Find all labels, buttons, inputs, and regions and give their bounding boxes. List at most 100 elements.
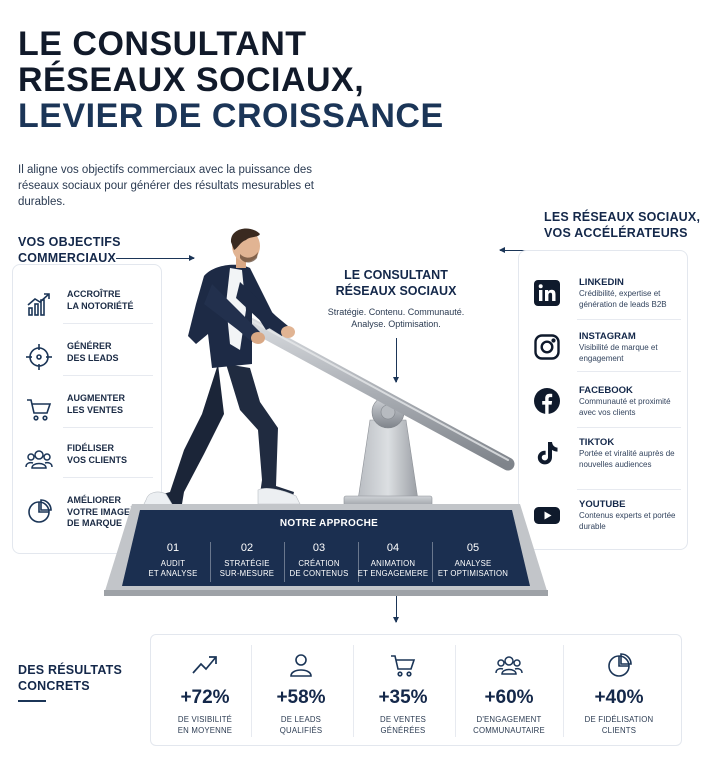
tiktok-icon bbox=[533, 439, 561, 467]
divider bbox=[577, 489, 681, 490]
step-label-line-1: ANALYSE bbox=[434, 559, 512, 569]
results-panel: +72% DE VISIBILITÉ EN MOYENNE +58% DE LE… bbox=[150, 634, 682, 746]
result-label: DE LEADS QUALIFIÉS bbox=[249, 714, 353, 736]
result-label: DE VENTES GÉNÉRÉES bbox=[351, 714, 455, 736]
result-label-line-1: DE LEADS bbox=[249, 714, 353, 725]
target-icon bbox=[25, 343, 53, 371]
title-line-2: RÉSEAUX SOCIAUX, bbox=[18, 62, 478, 98]
approach-title: NOTRE APPROCHE bbox=[174, 518, 484, 529]
users-icon bbox=[495, 651, 523, 679]
consultant-arrow bbox=[396, 338, 397, 382]
trend-up-icon bbox=[191, 651, 219, 679]
network-desc: Communauté et proximité avec vos clients bbox=[579, 397, 685, 418]
result-label: D'ENGAGEMENT COMMUNAUTAIRE bbox=[457, 714, 561, 736]
network-name: FACEBOOK bbox=[579, 385, 633, 396]
result-item-ventes: +35% DE VENTES GÉNÉRÉES bbox=[351, 635, 455, 747]
step-label-line-1: STRATÉGIE bbox=[208, 559, 286, 569]
network-desc: Portée et viralité auprès de nouvelles a… bbox=[579, 449, 685, 470]
networks-title-line-2: VOS ACCÉLÉRATEURS bbox=[544, 225, 700, 241]
users-icon bbox=[25, 445, 53, 473]
result-label-line-2: QUALIFIÉS bbox=[249, 725, 353, 736]
step-label-line-1: CRÉATION bbox=[280, 559, 358, 569]
result-value: +60% bbox=[457, 687, 561, 709]
step-label-line-2: ET ENGAGEMERE bbox=[354, 569, 432, 579]
approach-step-5: 05 ANALYSE ET OPTIMISATION bbox=[434, 542, 512, 579]
step-label: ANALYSE ET OPTIMISATION bbox=[434, 559, 512, 579]
consultant-title: LE CONSULTANT RÉSEAUX SOCIAUX bbox=[316, 268, 476, 299]
networks-title: LES RÉSEAUX SOCIAUX, VOS ACCÉLÉRATEURS bbox=[544, 209, 700, 241]
growth-chart-icon bbox=[25, 291, 53, 319]
step-label: ANIMATION ET ENGAGEMERE bbox=[354, 559, 432, 579]
step-divider bbox=[432, 542, 433, 582]
network-item-instagram: INSTAGRAM Visibilité de marque et engage… bbox=[519, 331, 689, 383]
user-icon bbox=[287, 651, 315, 679]
result-label-line-2: EN MOYENNE bbox=[153, 725, 257, 736]
cart-icon bbox=[25, 395, 53, 423]
result-item-leads: +58% DE LEADS QUALIFIÉS bbox=[249, 635, 353, 747]
result-item-engagement: +60% D'ENGAGEMENT COMMUNAUTAIRE bbox=[457, 635, 561, 747]
step-label-line-2: DE CONTENUS bbox=[280, 569, 358, 579]
result-divider bbox=[455, 645, 456, 737]
step-label-line-1: AUDIT bbox=[134, 559, 212, 569]
facebook-icon bbox=[533, 387, 561, 415]
results-arrow bbox=[396, 596, 397, 622]
approach-step-2: 02 STRATÉGIE SUR-MESURE bbox=[208, 542, 286, 579]
step-label-line-2: SUR-MESURE bbox=[208, 569, 286, 579]
results-title-underline bbox=[18, 700, 46, 702]
result-value: +58% bbox=[249, 687, 353, 709]
intro-text: Il aligne vos objectifs commerciaux avec… bbox=[18, 162, 318, 210]
network-item-facebook: FACEBOOK Communauté et proximité avec vo… bbox=[519, 385, 689, 437]
results-title: DES RÉSULTATS CONCRETS bbox=[18, 662, 122, 694]
step-label-line-2: ET OPTIMISATION bbox=[434, 569, 512, 579]
result-label-line-1: DE VENTES bbox=[351, 714, 455, 725]
step-label: CRÉATION DE CONTENUS bbox=[280, 559, 358, 579]
network-name: TIKTOK bbox=[579, 437, 614, 448]
result-label-line-1: D'ENGAGEMENT bbox=[457, 714, 561, 725]
result-item-visibilite: +72% DE VISIBILITÉ EN MOYENNE bbox=[153, 635, 257, 747]
results-title-line-2: CONCRETS bbox=[18, 678, 122, 694]
results-title-line-1: DES RÉSULTATS bbox=[18, 662, 122, 678]
result-label-line-1: DE FIDÉLISATION bbox=[567, 714, 671, 725]
consultant-subtitle: Stratégie. Contenu. Communauté. Analyse.… bbox=[316, 306, 476, 330]
networks-title-line-1: LES RÉSEAUX SOCIAUX, bbox=[544, 209, 700, 225]
step-number: 05 bbox=[434, 542, 512, 555]
consultant-block: LE CONSULTANT RÉSEAUX SOCIAUX Stratégie.… bbox=[316, 268, 476, 330]
network-item-linkedin: LINKEDIN Crédibilité, expertise et génér… bbox=[519, 277, 689, 329]
title-line-1: LE CONSULTANT bbox=[18, 26, 478, 62]
consultant-title-line-1: LE CONSULTANT bbox=[316, 268, 476, 284]
consultant-subtitle-line-1: Stratégie. Contenu. Communauté. bbox=[316, 306, 476, 318]
pie-chart-icon bbox=[25, 497, 53, 525]
result-value: +72% bbox=[153, 687, 257, 709]
step-number: 01 bbox=[134, 542, 212, 555]
step-number: 02 bbox=[208, 542, 286, 555]
network-desc: Visibilité de marque et engagement bbox=[579, 343, 685, 364]
divider bbox=[577, 319, 681, 320]
approach-step-3: 03 CRÉATION DE CONTENUS bbox=[280, 542, 358, 579]
result-label: DE VISIBILITÉ EN MOYENNE bbox=[153, 714, 257, 736]
step-label-line-2: ET ANALYSE bbox=[134, 569, 212, 579]
network-name: LINKEDIN bbox=[579, 277, 624, 288]
divider bbox=[577, 371, 681, 372]
divider bbox=[577, 427, 681, 428]
result-label: DE FIDÉLISATION CLIENTS bbox=[567, 714, 671, 736]
step-label: STRATÉGIE SUR-MESURE bbox=[208, 559, 286, 579]
result-label-line-2: COMMUNAUTAIRE bbox=[457, 725, 561, 736]
result-divider bbox=[563, 645, 564, 737]
page-title: LE CONSULTANT RÉSEAUX SOCIAUX, LEVIER DE… bbox=[18, 26, 478, 134]
network-desc: Contenus experts et portée durable bbox=[579, 511, 685, 532]
approach-step-1: 01 AUDIT ET ANALYSE bbox=[134, 542, 212, 579]
network-name: YOUTUBE bbox=[579, 499, 625, 510]
result-label-line-2: CLIENTS bbox=[567, 725, 671, 736]
result-value: +40% bbox=[567, 687, 671, 709]
cart-icon bbox=[389, 651, 417, 679]
network-item-tiktok: TIKTOK Portée et viralité auprès de nouv… bbox=[519, 437, 689, 489]
step-label-line-1: ANIMATION bbox=[354, 559, 432, 569]
consultant-title-line-2: RÉSEAUX SOCIAUX bbox=[316, 284, 476, 300]
pie-chart-icon bbox=[605, 651, 633, 679]
step-number: 03 bbox=[280, 542, 358, 555]
instagram-icon bbox=[533, 333, 561, 361]
approach-panel: NOTRE APPROCHE 01 AUDIT ET ANALYSE 02 ST… bbox=[124, 512, 534, 590]
network-name: INSTAGRAM bbox=[579, 331, 636, 342]
step-number: 04 bbox=[354, 542, 432, 555]
result-item-fidelisation: +40% DE FIDÉLISATION CLIENTS bbox=[567, 635, 671, 747]
